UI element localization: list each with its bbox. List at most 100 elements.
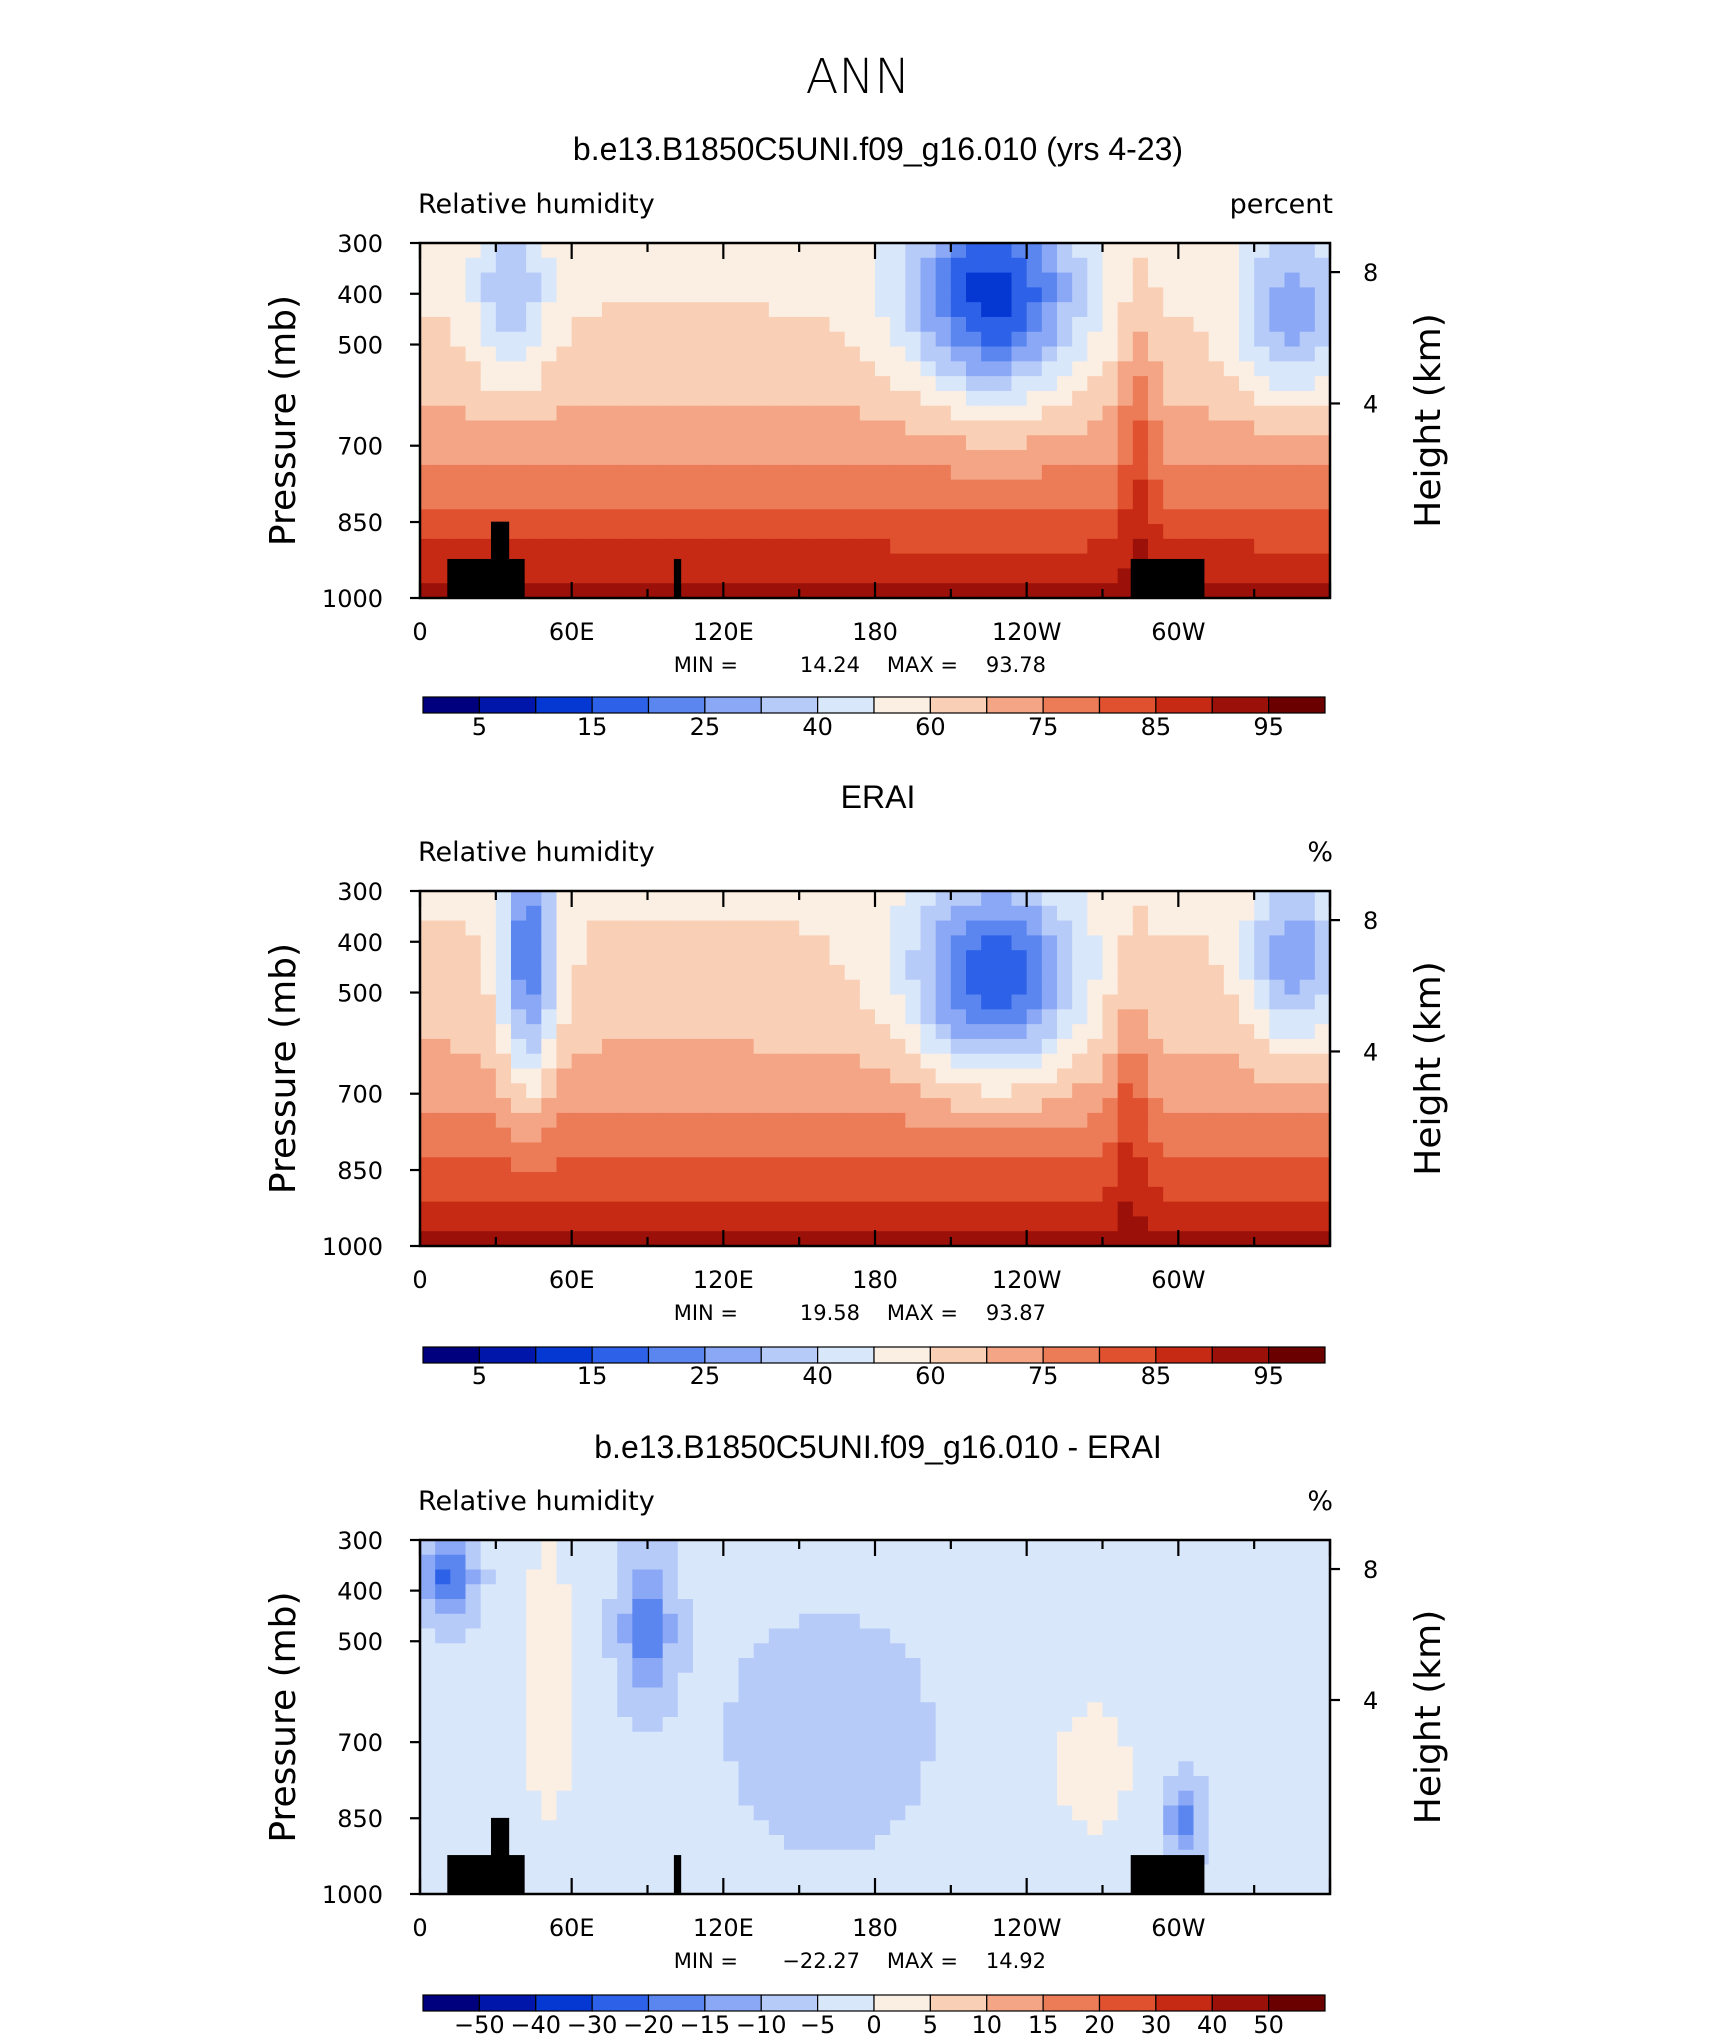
contour-cell	[420, 583, 436, 599]
contour-cell	[495, 1009, 512, 1025]
contour-cell	[784, 1599, 800, 1615]
contour-cell	[738, 1864, 755, 1880]
contour-cell	[571, 287, 588, 303]
contour-cell	[632, 583, 649, 599]
contour-cell	[632, 257, 649, 274]
contour-cell	[632, 538, 649, 555]
contour-cell	[905, 1746, 922, 1762]
contour-cell	[1178, 1038, 1195, 1055]
contour-cell	[708, 1599, 724, 1615]
contour-cell	[799, 1613, 815, 1630]
y2-axis-title: Height (km)	[1408, 1610, 1449, 1824]
contour-cell	[1132, 1658, 1149, 1674]
contour-cell	[647, 1053, 664, 1070]
x-tick-label: 120E	[693, 618, 754, 646]
contour-cell	[1284, 1687, 1301, 1703]
contour-cell	[799, 1790, 815, 1807]
contour-cell	[966, 1717, 982, 1733]
contour-cell	[753, 1879, 770, 1895]
contour-cell	[799, 1584, 815, 1600]
contour-cell	[526, 1142, 542, 1158]
contour-cell	[617, 1068, 633, 1084]
contour-cell	[905, 376, 922, 392]
contour-cell	[981, 935, 997, 951]
contour-cell	[571, 950, 588, 966]
contour-cell	[541, 1112, 558, 1129]
contour-cell	[1269, 1083, 1286, 1099]
contour-cell	[814, 1216, 831, 1232]
contour-cell	[662, 1231, 679, 1247]
contour-cell	[905, 435, 922, 451]
contour-cell	[859, 979, 876, 996]
contour-cell	[1239, 361, 1255, 377]
contour-cell	[1011, 935, 1028, 951]
contour-cell	[1178, 316, 1195, 333]
contour-cell	[662, 1672, 679, 1689]
contour-cell	[586, 287, 603, 303]
contour-cell	[1314, 1024, 1331, 1040]
contour-cell	[1132, 1835, 1149, 1851]
contour-cell	[950, 479, 967, 496]
contour-cell	[1314, 994, 1331, 1010]
contour-cell	[1011, 494, 1028, 510]
contour-cell	[708, 331, 724, 348]
contour-cell	[829, 583, 846, 599]
contour-cell	[1102, 1127, 1119, 1144]
contour-cell	[465, 1835, 482, 1851]
contour-cell	[1178, 390, 1195, 407]
contour-cell	[1041, 1643, 1058, 1659]
contour-cell	[662, 1687, 679, 1703]
contour-cell	[935, 1864, 952, 1880]
contour-cell	[829, 1009, 846, 1025]
contour-cell	[632, 1053, 649, 1070]
contour-cell	[1223, 1584, 1240, 1600]
contour-cell	[511, 1186, 527, 1203]
colorbar-label: 85	[1141, 1362, 1172, 1390]
contour-cell	[1299, 390, 1316, 407]
contour-cell	[511, 331, 527, 348]
contour-cell	[723, 257, 740, 274]
contour-cell	[859, 361, 876, 377]
contour-cell	[966, 1186, 982, 1203]
contour-cell	[829, 1879, 846, 1895]
contour-cell	[647, 272, 664, 288]
contour-cell	[420, 1849, 436, 1866]
contour-cell	[966, 1157, 982, 1173]
contour-cell	[1011, 405, 1028, 422]
contour-cell	[1163, 1216, 1179, 1232]
contour-cell	[859, 1083, 876, 1099]
contour-cell	[1223, 1009, 1240, 1025]
contour-cell	[1299, 1746, 1316, 1762]
contour-cell	[1011, 1157, 1028, 1173]
contour-cell	[1011, 1142, 1028, 1158]
contour-cell	[799, 287, 815, 303]
contour-cell	[1132, 994, 1149, 1010]
contour-cell	[617, 1231, 633, 1247]
contour-cell	[996, 553, 1013, 570]
contour-cell	[1087, 405, 1104, 422]
contour-cell	[647, 376, 664, 392]
contour-cell	[1178, 1584, 1195, 1600]
contour-cell	[511, 1068, 527, 1084]
contour-cell	[571, 1672, 588, 1689]
contour-cell	[495, 891, 512, 907]
contour-cell	[1148, 935, 1164, 951]
contour-cell	[875, 1761, 891, 1777]
contour-cell	[981, 405, 997, 422]
contour-cell	[814, 524, 831, 540]
contour-cell	[844, 1628, 861, 1644]
contour-cell	[602, 420, 618, 436]
contour-cell	[586, 450, 603, 466]
contour-cell	[617, 376, 633, 392]
contour-cell	[662, 1142, 679, 1158]
contour-cell	[556, 1820, 573, 1836]
contour-cell	[981, 509, 997, 525]
contour-cell	[420, 1731, 436, 1748]
contour-cell	[875, 361, 891, 377]
contour-cell	[768, 1009, 785, 1025]
contour-cell	[1163, 1127, 1179, 1144]
contour-cell	[1041, 979, 1058, 996]
contour-cell	[1239, 1687, 1255, 1703]
contour-cell	[1117, 1879, 1134, 1895]
contour-cell	[814, 1820, 831, 1836]
